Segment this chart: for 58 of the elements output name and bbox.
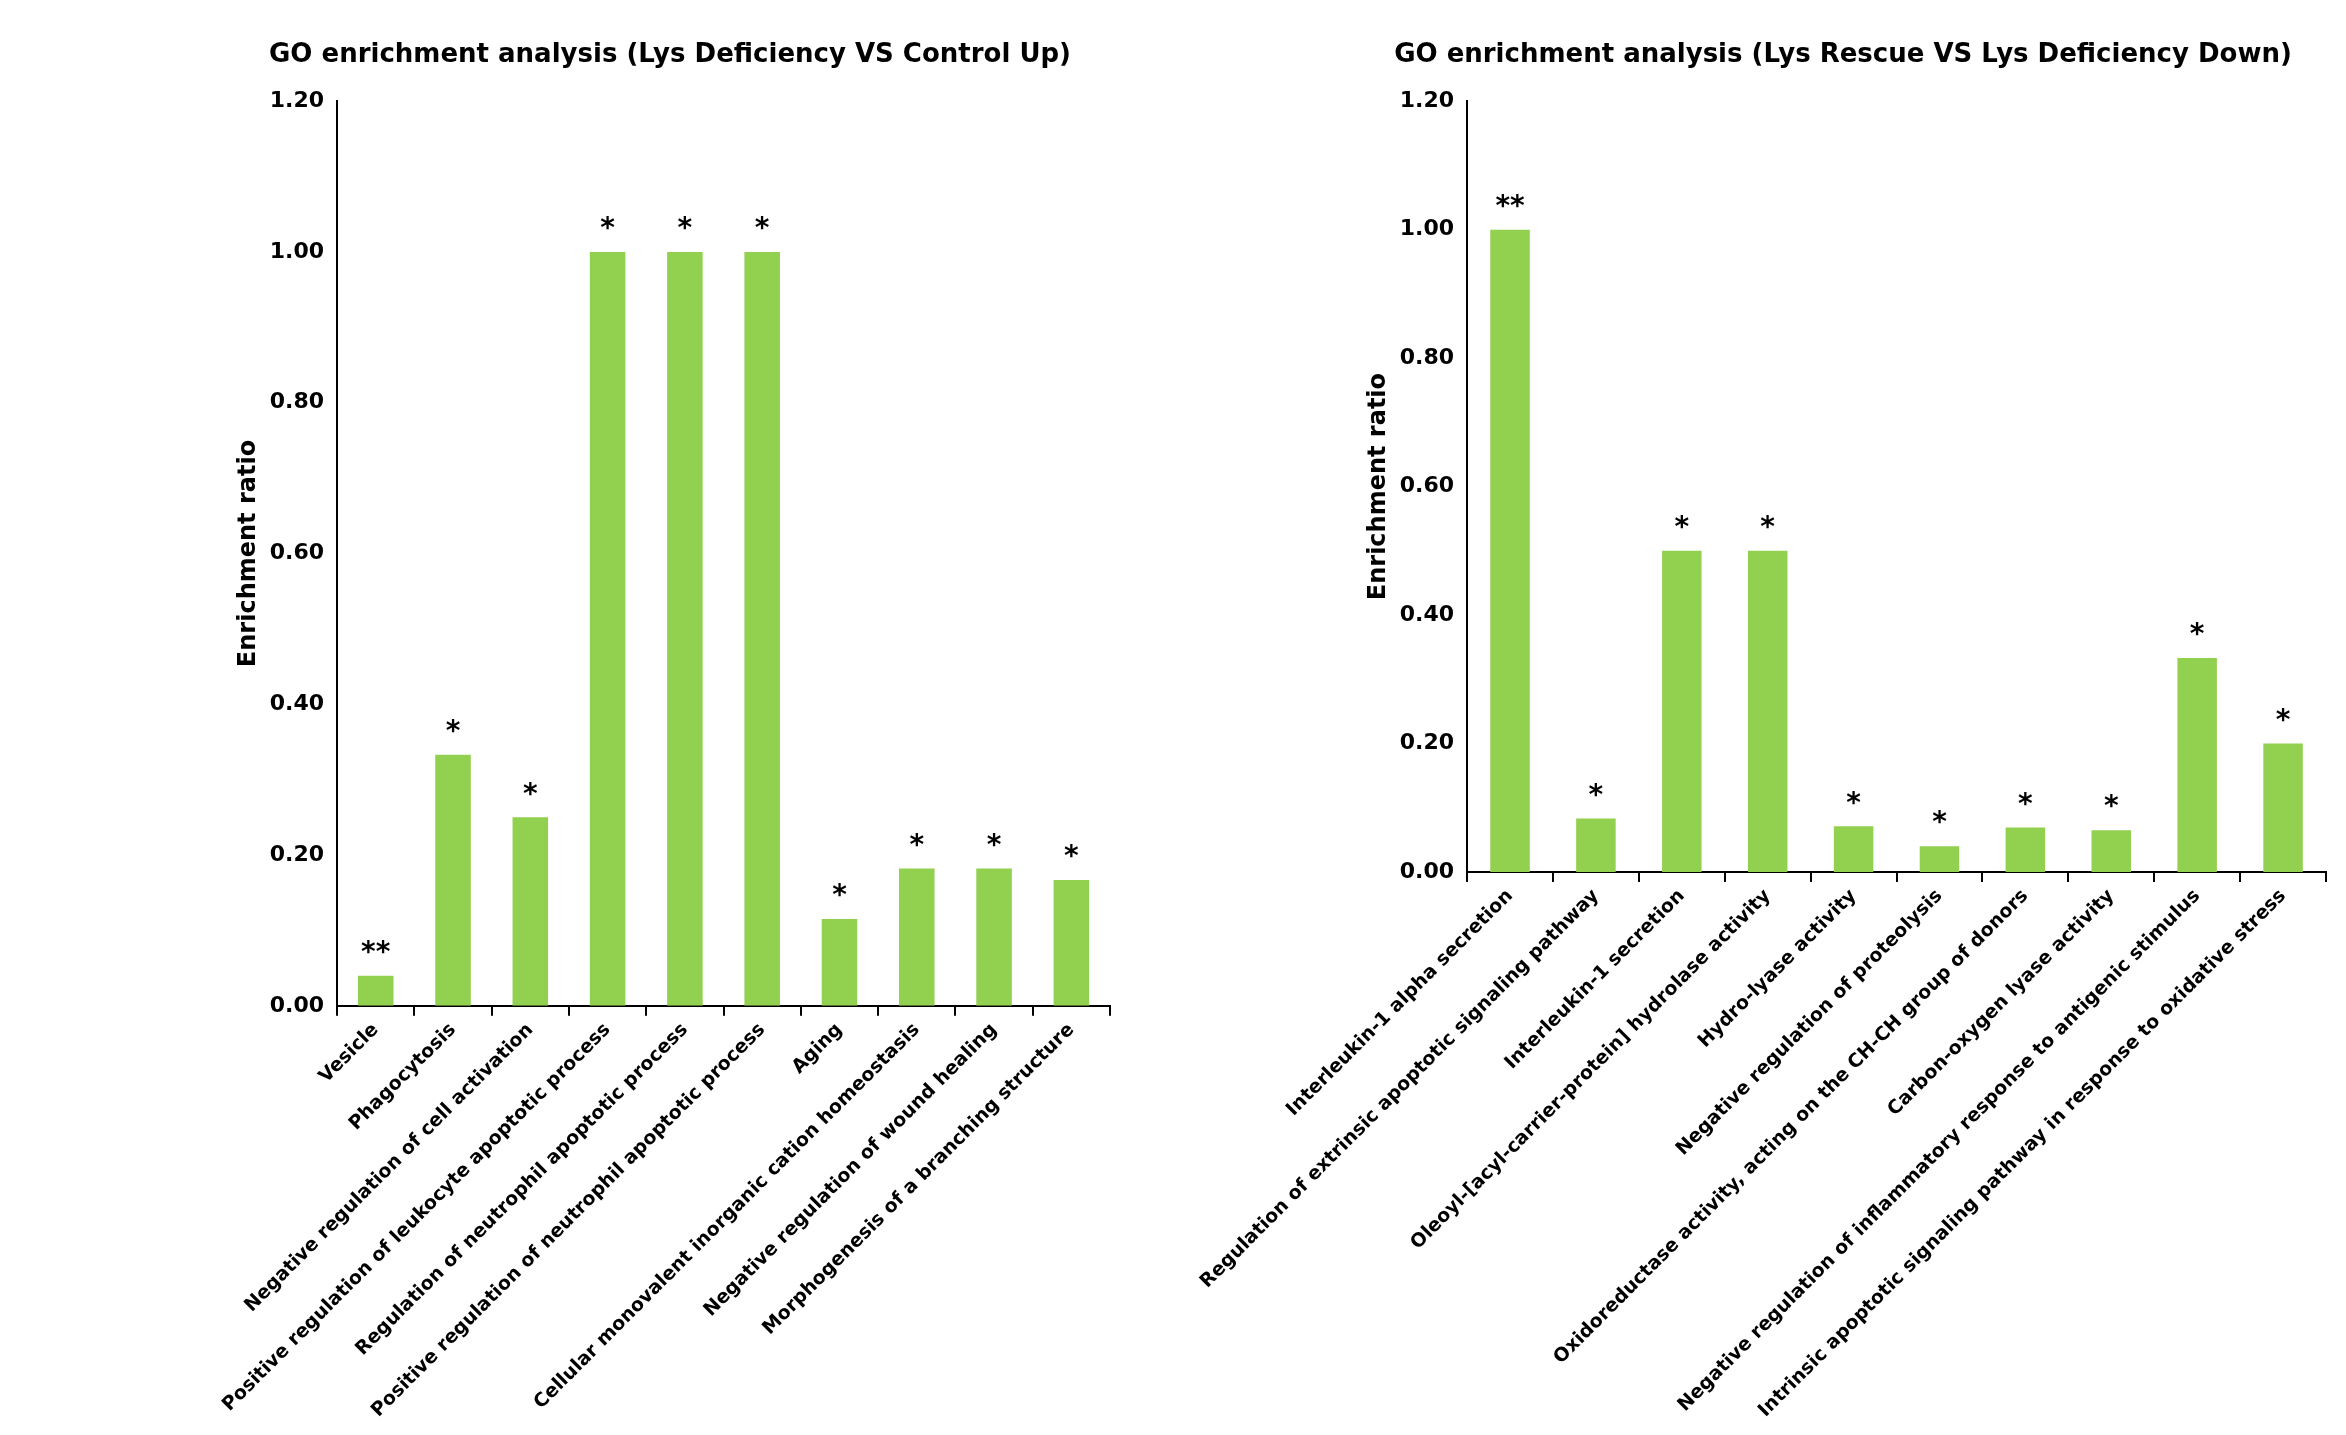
bar [1662,550,1702,872]
data-label: * [2018,786,2034,820]
y-tick-label: 0.20 [269,840,325,866]
chart-title: GO enrichment analysis (Lys Rescue VS Lys Deficiency Down) [1394,38,2292,69]
data-label: * [2189,617,2205,651]
data-label: * [445,714,461,748]
bar [1053,879,1090,1006]
y-tick-label: 1.00 [269,237,325,263]
y-tick-label: 0.80 [269,388,325,414]
bar [2263,743,2303,872]
data-label: ** [361,934,391,968]
data-label: * [600,211,616,245]
data-label: * [1760,510,1776,544]
y-tick-label: 0.00 [269,991,325,1017]
y-tick-label: 1.00 [1399,215,1455,241]
bar [1576,818,1616,872]
chart-title: GO enrichment analysis (Lys Deficiency VS Control Up) [269,38,1071,69]
bar [512,817,549,1006]
bar [589,251,626,1006]
bar [898,868,935,1006]
bar [2005,827,2046,872]
data-label: * [1846,785,1862,819]
y-tick-label: 0.80 [1399,343,1455,369]
y-tick-label: 0.00 [1399,857,1455,883]
bar [744,251,780,1006]
bar [2091,830,2132,872]
y-tick-label: 1.20 [269,86,325,112]
data-label: * [1064,839,1080,873]
data-label: * [2275,702,2291,736]
y-tick-label: 0.40 [1399,600,1455,626]
y-tick-label: 1.20 [1399,86,1455,112]
data-label: * [522,776,538,810]
data-label: * [677,211,693,245]
y-axis-title: Enrichment ratio [1362,372,1391,601]
bar [667,251,703,1006]
data-label: * [754,211,770,245]
bar [976,868,1012,1006]
bar [1490,229,1530,872]
bar [1747,550,1788,872]
bar [821,919,858,1006]
data-label: ** [1495,188,1526,222]
bar [435,754,471,1006]
y-tick-label: 0.20 [1399,729,1455,755]
data-label: * [1932,805,1948,839]
y-tick-label: 0.40 [269,689,325,715]
data-label: * [909,827,925,861]
bar [1919,846,1960,872]
y-axis-title: Enrichment ratio [232,439,261,668]
bar [1833,826,1874,872]
data-label: * [1674,510,1690,544]
data-label: * [986,827,1002,861]
data-label: * [2103,789,2119,823]
data-label: * [1588,777,1604,811]
data-label: * [832,878,848,912]
y-tick-label: 0.60 [1399,472,1455,498]
bar [2177,658,2217,872]
bar [357,975,394,1006]
y-tick-label: 0.60 [269,539,325,565]
